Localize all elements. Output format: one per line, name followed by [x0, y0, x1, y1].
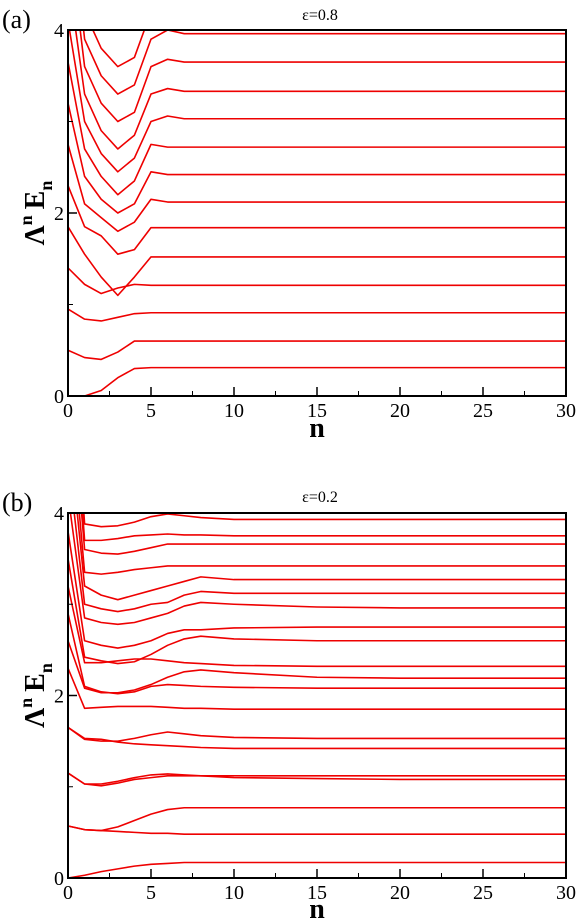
line — [68, 667, 566, 710]
line — [68, 340, 566, 361]
x-tick-label: 15 — [307, 400, 327, 422]
line — [68, 558, 566, 665]
x-tick-label: 10 — [224, 400, 244, 422]
line — [78, 513, 566, 575]
line — [73, 513, 566, 613]
line — [68, 366, 566, 396]
line — [68, 103, 566, 214]
x-tick-label: 0 — [63, 400, 73, 422]
line — [68, 613, 566, 695]
line — [68, 806, 566, 832]
y-axis-label: ΛnEn — [16, 181, 56, 246]
x-axis-label: n — [309, 413, 325, 444]
line — [68, 144, 566, 233]
line — [68, 861, 566, 878]
line — [68, 726, 566, 742]
y-axis-label: ΛnEn — [16, 663, 56, 728]
y-label-base: Λ — [20, 708, 51, 728]
x-tick-label: 30 — [556, 882, 576, 904]
x-tick-label: 15 — [307, 882, 327, 904]
line — [68, 772, 566, 785]
y-label-sub: n — [36, 181, 56, 191]
line — [80, 513, 566, 555]
y-tick-label: 2 — [54, 203, 64, 225]
line — [68, 226, 566, 297]
x-tick-label: 25 — [473, 882, 493, 904]
line — [68, 185, 566, 255]
line — [68, 726, 566, 750]
chart-title: ε=0.8 — [302, 7, 338, 24]
line — [76, 513, 566, 601]
y-label-base2: E — [20, 191, 51, 210]
x-tick-label: 0 — [63, 882, 73, 904]
y-label-sup: n — [16, 698, 36, 708]
line — [92, 30, 146, 68]
line — [81, 513, 566, 542]
y-tick-label: 0 — [54, 386, 64, 408]
lines — [68, 30, 566, 396]
line — [74, 30, 566, 150]
line — [68, 61, 566, 196]
y-label-sub: n — [36, 663, 56, 673]
line — [68, 825, 566, 835]
x-tick-label: 20 — [390, 882, 410, 904]
x-tick-label: 10 — [224, 882, 244, 904]
x-tick-label: 5 — [146, 400, 156, 422]
panel-label: (a) — [2, 5, 31, 34]
y-tick-label: 4 — [54, 20, 64, 42]
line — [83, 513, 566, 528]
chart-title: ε=0.2 — [302, 489, 338, 506]
x-axis-label: n — [309, 894, 325, 924]
line — [68, 585, 566, 668]
panel-label: (b) — [2, 488, 32, 517]
y-label-base2: E — [20, 673, 51, 692]
x-tick-label: 5 — [146, 882, 156, 904]
y-tick-label: 0 — [54, 868, 64, 890]
y-tick-label: 4 — [54, 503, 64, 525]
line — [68, 308, 566, 322]
line — [79, 30, 566, 123]
y-tick-label: 2 — [54, 686, 64, 708]
plot-frame — [67, 512, 567, 879]
x-tick-label: 20 — [390, 400, 410, 422]
lines — [68, 513, 566, 878]
line — [68, 531, 566, 649]
y-label-sup: n — [16, 215, 36, 225]
line — [68, 267, 566, 295]
line — [68, 772, 566, 787]
y-label-base: Λ — [20, 225, 51, 245]
line — [69, 513, 566, 626]
x-tick-label: 25 — [473, 400, 493, 422]
x-tick-label: 30 — [556, 400, 576, 422]
line — [68, 30, 566, 173]
line — [82, 30, 566, 95]
